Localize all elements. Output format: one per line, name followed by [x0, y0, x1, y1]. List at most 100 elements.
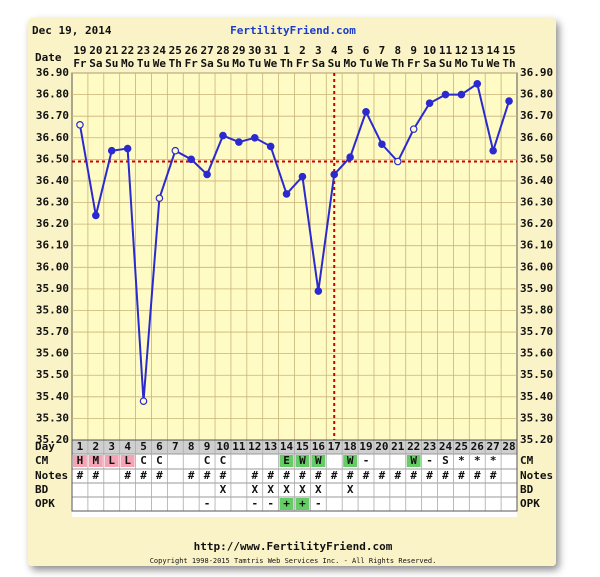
date-label: 4 — [331, 44, 338, 57]
y-tick-label: 36.50 — [36, 152, 69, 165]
y-tick-label: 35.70 — [36, 325, 69, 338]
bd-cell: X — [315, 483, 322, 496]
date-label: 5 — [347, 44, 354, 57]
day-cell: 2 — [93, 440, 100, 453]
day-cell: 19 — [359, 440, 372, 453]
y-tick-label: 36.00 — [36, 260, 69, 273]
weekday-label: Th — [502, 57, 515, 70]
day-cell: 12 — [248, 440, 261, 453]
date-label: 28 — [216, 44, 229, 57]
notes-cell: # — [156, 469, 163, 482]
row-label-right: BD — [520, 483, 534, 496]
temperature-point — [250, 133, 259, 142]
cm-cell: * — [474, 454, 481, 467]
bd-cell: X — [267, 483, 274, 496]
temperature-point — [92, 211, 100, 220]
date-label: 21 — [105, 44, 119, 57]
notes-cell: # — [140, 469, 147, 482]
weekday-label: Th — [391, 57, 404, 70]
notes-cell: # — [394, 469, 401, 482]
notes-cell: # — [347, 469, 354, 482]
cm-cell: C — [204, 454, 211, 467]
day-cell: 5 — [140, 440, 147, 453]
cm-cell: H — [77, 454, 84, 467]
row-label: Notes — [35, 469, 68, 482]
date-label: 15 — [502, 44, 515, 57]
temperature-point — [76, 121, 84, 129]
notes-cell: # — [93, 469, 100, 482]
notes-cell: # — [363, 469, 370, 482]
row-label-right: OPK — [520, 497, 540, 510]
temperature-point — [489, 146, 497, 155]
temperature-point — [330, 170, 339, 179]
row-label: Date — [35, 51, 62, 64]
site-name: FertilityFriend.com — [230, 24, 356, 37]
bd-cell: X — [347, 483, 354, 496]
weekday-label: Tu — [359, 57, 372, 70]
y-tick-label: 35.80 — [36, 303, 69, 316]
temperature-point — [441, 90, 450, 99]
temperature-point — [107, 146, 116, 155]
date-label: 8 — [394, 44, 401, 57]
row-label: BD — [35, 483, 49, 496]
weekday-label: Tu — [471, 57, 484, 70]
day-cell: 7 — [172, 440, 179, 453]
y-tick-label-right: 36.60 — [520, 131, 553, 144]
day-cell: 17 — [328, 440, 341, 453]
temperature-point — [346, 153, 354, 161]
temperature-point — [139, 397, 148, 405]
date-label: 1 — [283, 44, 290, 57]
row-label: Day — [35, 440, 55, 453]
temperature-point — [123, 144, 132, 153]
cm-cell: W — [299, 454, 306, 467]
temperature-point — [235, 138, 243, 146]
date-label: 25 — [169, 44, 182, 57]
date-label: 30 — [248, 44, 261, 57]
y-tick-label-right: 35.60 — [520, 347, 553, 360]
notes-cell: # — [379, 469, 386, 482]
y-tick-label-right: 35.80 — [520, 303, 553, 316]
cm-highlight — [295, 455, 310, 467]
day-cell: 16 — [312, 440, 326, 453]
y-tick-label-right: 36.80 — [520, 88, 553, 101]
temperature-point — [219, 131, 227, 140]
cm-cell: M — [93, 454, 100, 467]
notes-cell: # — [426, 469, 433, 482]
day-cell: 11 — [232, 440, 246, 453]
y-tick-label: 35.50 — [36, 368, 69, 381]
temperature-point — [282, 190, 291, 198]
date-label: 11 — [439, 44, 453, 57]
temperature-point — [473, 79, 482, 88]
notes-cell: # — [220, 469, 227, 482]
cm-cell: S — [442, 454, 449, 467]
notes-cell: # — [474, 469, 481, 482]
opk-cell: - — [251, 497, 258, 510]
weekday-label: We — [487, 57, 501, 70]
weekday-label: We — [375, 57, 389, 70]
y-tick-label: 35.30 — [36, 411, 69, 424]
y-tick-label-right: 35.70 — [520, 325, 553, 338]
opk-highlight — [279, 498, 294, 510]
y-tick-label: 35.60 — [36, 347, 69, 360]
y-tick-label-right: 35.20 — [520, 433, 553, 446]
opk-cell: + — [283, 497, 290, 510]
cm-cell: L — [124, 454, 131, 467]
y-tick-label-right: 36.40 — [520, 174, 553, 187]
y-tick-label: 36.40 — [36, 174, 69, 187]
day-cell: 18 — [344, 440, 357, 453]
y-tick-label-right: 36.00 — [520, 260, 553, 273]
date-label: 26 — [185, 44, 199, 57]
temperature-point — [203, 170, 211, 179]
day-cell: 4 — [124, 440, 131, 453]
y-tick-label: 36.30 — [36, 196, 69, 209]
weekday-label: Mo — [232, 57, 246, 70]
date-label: 31 — [264, 44, 278, 57]
weekday-label: Fr — [185, 57, 199, 70]
cm-cell: C — [220, 454, 227, 467]
date-label: 12 — [455, 44, 468, 57]
opk-cell: - — [315, 497, 322, 510]
weekday-label: Mo — [121, 57, 135, 70]
y-tick-label-right: 35.90 — [520, 282, 553, 295]
notes-cell: # — [442, 469, 449, 482]
